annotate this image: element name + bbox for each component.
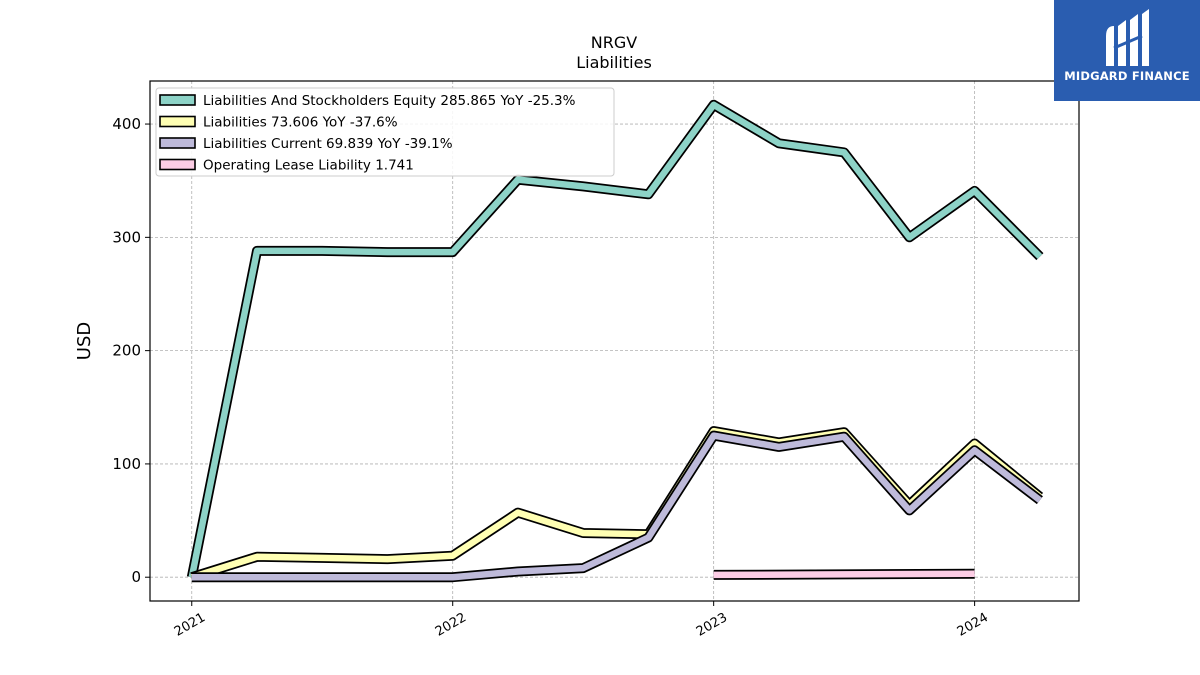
legend-box xyxy=(155,87,615,177)
y-tick-label: 100 xyxy=(112,455,141,473)
legend-swatch xyxy=(159,94,196,106)
legend-swatch xyxy=(159,158,196,171)
series-line xyxy=(713,570,975,579)
y-tick-label: 300 xyxy=(112,228,141,246)
plot-frame xyxy=(149,80,1080,602)
y-tick-label: 0 xyxy=(131,568,141,586)
y-tick-label: 200 xyxy=(112,342,141,360)
legend-swatch xyxy=(159,137,196,149)
series-layer xyxy=(186,99,1044,583)
y-tick-label: 400 xyxy=(112,115,141,133)
x-tick-label: 2021 xyxy=(172,610,208,640)
legend-label: Operating Lease Liability 1.741 xyxy=(203,158,414,174)
chart-subtitle: Liabilities xyxy=(576,53,652,72)
legend-label: Liabilities 73.606 YoY -37.6% xyxy=(203,115,398,131)
logo-text: MIDGARD FINANCE xyxy=(1064,69,1190,83)
series-line xyxy=(188,101,1043,578)
legend-swatch xyxy=(159,115,196,128)
series-0 xyxy=(186,99,1044,579)
series-2 xyxy=(191,430,1043,583)
series-line xyxy=(191,432,1042,581)
logo-mark-icon xyxy=(1106,9,1149,66)
midgard-finance-logo: MIDGARD FINANCE xyxy=(1054,0,1200,101)
legend-label: Liabilities Current 69.839 YoY -39.1% xyxy=(203,136,453,152)
y-axis-label: USD xyxy=(74,322,95,360)
legend-label: Liabilities And Stockholders Equity 285.… xyxy=(203,93,576,109)
x-tick-label: 2024 xyxy=(955,610,991,640)
x-tick-label: 2023 xyxy=(694,610,730,640)
x-tick-label: 2022 xyxy=(433,610,469,640)
legend: Liabilities And Stockholders Equity 285.… xyxy=(155,87,615,177)
series-3 xyxy=(713,568,975,580)
chart-title: NRGV xyxy=(591,33,637,52)
